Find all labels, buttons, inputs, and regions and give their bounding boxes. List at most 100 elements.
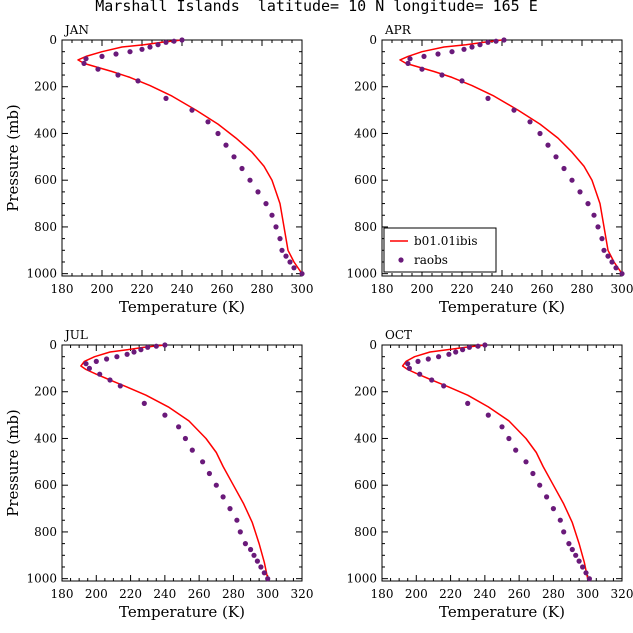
panel-jan-raobs-point xyxy=(263,201,269,207)
panel-jan-xtick-label: 240 xyxy=(171,282,194,296)
panel-apr-xtick-label: 300 xyxy=(611,282,633,296)
panel-apr-xtick-label: 280 xyxy=(571,282,594,296)
panel-oct-raobs-point xyxy=(586,576,593,582)
panel-apr-raobs-point xyxy=(527,119,533,125)
panel-jul-frame xyxy=(61,344,303,582)
panel-oct-raobs-point xyxy=(475,343,481,349)
panel-jan-raobs-point xyxy=(81,60,87,66)
panel-jan-raobs-point xyxy=(287,259,293,265)
panel-jul-raobs-point xyxy=(153,343,159,349)
panel-jan-raobs-point xyxy=(231,154,237,160)
panel-jul-raobs-point xyxy=(141,400,147,406)
panel-oct-raobs-point xyxy=(446,351,452,357)
panel-apr-raobs-point xyxy=(609,259,615,265)
panel-jan-raobs-point xyxy=(273,224,279,230)
panel-jan-raobs-point xyxy=(179,37,185,43)
panel-jul-raobs-point xyxy=(117,383,123,389)
panel-oct-raobs-point xyxy=(417,371,423,377)
panel-jul-xtick-label: 260 xyxy=(188,587,211,601)
panel-jan-ytick-label: 200 xyxy=(34,80,57,94)
panel-apr-raobs-point xyxy=(601,247,607,253)
panel-jan-raobs-point xyxy=(163,95,169,101)
panel-jul-raobs-point xyxy=(145,344,151,350)
panel-oct-xtick-label: 280 xyxy=(542,587,565,601)
panel-oct-raobs-point xyxy=(561,529,567,535)
panel-jul-series-model-line xyxy=(80,344,269,579)
panel-jul-raobs-point xyxy=(114,354,120,360)
panel-jul-raobs-point xyxy=(176,424,182,430)
panel-apr-raobs-point xyxy=(585,201,591,207)
panel-jan-raobs-point xyxy=(239,165,245,172)
panel-apr-raobs-point xyxy=(613,265,619,271)
panel-apr-raobs-point xyxy=(435,51,441,57)
panel-oct-raobs-point xyxy=(453,349,459,355)
panel-apr-ytick-label: 600 xyxy=(354,173,377,187)
panel-jan-xtick-label: 280 xyxy=(251,282,274,296)
panel-jul-raobs-point xyxy=(162,412,168,418)
panel-apr-legend-label-obs: raobs xyxy=(414,253,448,267)
panel-jan-raobs-point xyxy=(171,38,177,44)
panel-jan-ytick-label: 0 xyxy=(49,33,57,47)
panel-apr-raobs-point xyxy=(469,44,475,50)
panel-apr-legend-box xyxy=(383,227,497,273)
panel-jul-ytick-label: 0 xyxy=(49,338,57,352)
panel-oct-raobs-point xyxy=(576,558,582,564)
panel-oct-raobs-point xyxy=(566,541,572,547)
panel-jul-raobs-point xyxy=(251,552,257,558)
panel-jul-raobs-point xyxy=(97,371,103,377)
panel-apr-raobs-point xyxy=(537,130,543,137)
panel-jul-raobs-point xyxy=(131,349,137,355)
panel-jan-raobs-point xyxy=(83,56,89,62)
panel-jan-raobs-point xyxy=(247,177,253,183)
panel-oct-raobs-point xyxy=(406,365,412,371)
panel-jan-xtick-label: 200 xyxy=(91,282,114,296)
page-title: Marshall Islands latitude= 10 N longitud… xyxy=(95,0,538,15)
panel-apr-raobs-point xyxy=(511,107,517,113)
panel-jan-raobs-point xyxy=(147,44,153,50)
panel-oct-raobs-point xyxy=(429,377,435,383)
panel-apr-raobs-point xyxy=(407,56,413,62)
panel-apr-raobs-point xyxy=(477,42,483,48)
panel-apr-ytick-label: 400 xyxy=(354,126,377,140)
panel-jul-xtick-label: 200 xyxy=(85,587,108,601)
panel-jan-raobs-point xyxy=(223,142,229,148)
panel-jan-frame xyxy=(61,39,303,277)
panel-jul-raobs-point xyxy=(234,517,240,523)
panel-jan-raobs-point xyxy=(277,236,283,242)
panel-jan-raobs-point xyxy=(291,265,297,271)
panel-jan-raobs-point xyxy=(115,72,121,78)
panel-oct-raobs-point xyxy=(466,344,472,350)
panel-jan-ytick-label: 800 xyxy=(34,220,57,234)
panel-apr-raobs-point xyxy=(461,46,467,52)
panel-jul-raobs-point xyxy=(213,482,219,488)
panel-jan-ytick-label: 400 xyxy=(34,126,57,140)
panel-apr-raobs-point xyxy=(591,212,597,218)
panel-apr-label: APR xyxy=(384,23,412,37)
panel-oct-raobs-point xyxy=(537,482,543,488)
panel-jan-raobs-point xyxy=(139,46,145,52)
panel-jan-series-model-line xyxy=(77,39,303,275)
panel-jan-raobs-point xyxy=(99,53,105,60)
panel-oct-ytick-label: 400 xyxy=(354,431,377,445)
panel-apr-raobs-point xyxy=(595,224,601,230)
panel-jan-raobs-point xyxy=(95,66,101,72)
panel-jul-ytick-label: 1000 xyxy=(26,572,57,586)
panel-oct-xlabel: Temperature (K) xyxy=(439,603,565,621)
panel-oct-raobs-point xyxy=(550,506,557,512)
panel-apr-raobs-point xyxy=(599,236,605,242)
panel-oct-raobs-point xyxy=(544,494,550,500)
panel-jul-raobs-point xyxy=(138,347,144,353)
panel-apr-raobs-point xyxy=(619,271,625,277)
panel-jan-ytick-label: 600 xyxy=(34,173,57,187)
panel-jul-raobs-point xyxy=(254,558,260,564)
panel-apr-raobs-point xyxy=(405,60,411,66)
panel-jan-raobs-point xyxy=(215,130,221,137)
panel-jul-raobs-point xyxy=(162,342,168,348)
panel-apr-raobs-point xyxy=(577,189,583,195)
panel-jan-raobs-point xyxy=(283,253,289,259)
panel-jul-raobs-point xyxy=(206,470,212,477)
panel-jul-raobs-point xyxy=(107,377,113,383)
panel-jul-raobs-point xyxy=(227,506,233,512)
panel-oct-xtick-label: 240 xyxy=(473,587,496,601)
panel-apr-xtick-label: 200 xyxy=(411,282,434,296)
